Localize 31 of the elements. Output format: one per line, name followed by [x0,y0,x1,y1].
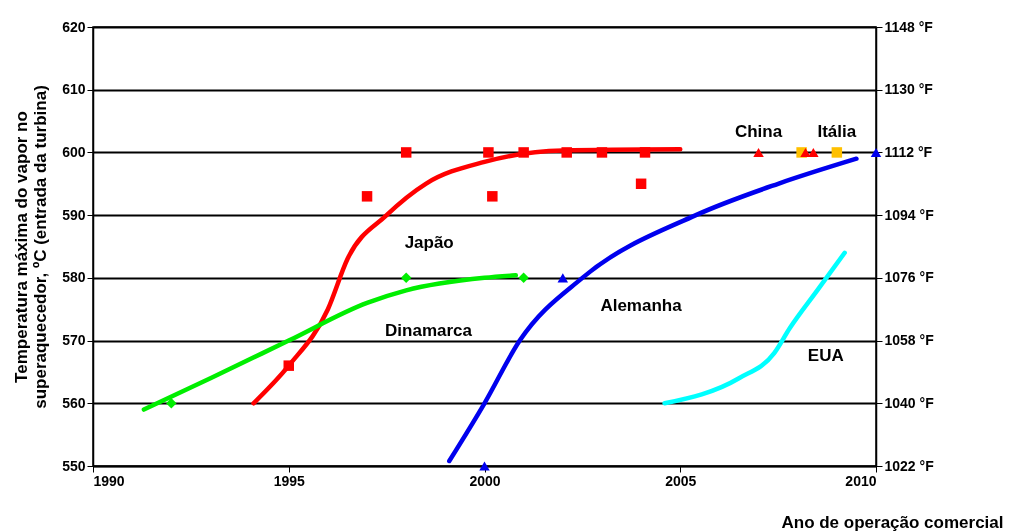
y-tick-label: 620 [62,18,86,35]
y-tick-label: 570 [62,332,86,349]
series-label: China [734,122,783,142]
y-tick-label: 590 [62,206,86,223]
y2-tick-label: 1058 °F [884,332,935,349]
x-tick-label: 2005 [665,472,697,489]
x-tick-label: 2010 [845,472,877,489]
y2-tick-label: 1040 °F [884,394,935,411]
y2-tick-label: 1148 °F [884,18,934,35]
line-series [141,273,519,412]
series-label: Alemanha [600,295,683,315]
y2-tick-label: 1130 °F [884,81,934,98]
y2-tick-label: 1094 °F [884,206,935,223]
y2-tick-label: 1076 °F [884,269,935,286]
series-label: Dinamarca [385,320,473,340]
x-tick-label: 1995 [273,472,306,489]
y-tick-label: 600 [62,143,86,160]
y-axis-title: Temperatura máxima do vapor no superaquecedor, ºC (entrada da turbina) [12,85,51,409]
y-tick-label: 580 [62,269,86,286]
x-tick-label: 2000 [469,472,501,489]
series-label: Japão [404,233,454,253]
y2-tick-label: 1112 °F [884,143,933,160]
y-tick-label: 610 [62,81,86,98]
x-axis-title: Ano de operação comercial [781,512,1004,531]
y-tick-label: 550 [62,457,86,474]
y-tick-label: 560 [62,394,86,411]
series-label: EUA [807,346,844,366]
x-tick-label: 1990 [93,472,125,489]
line-series [251,147,683,406]
y2-tick-label: 1022 °F [884,457,935,474]
series-label: Itália [817,122,857,142]
